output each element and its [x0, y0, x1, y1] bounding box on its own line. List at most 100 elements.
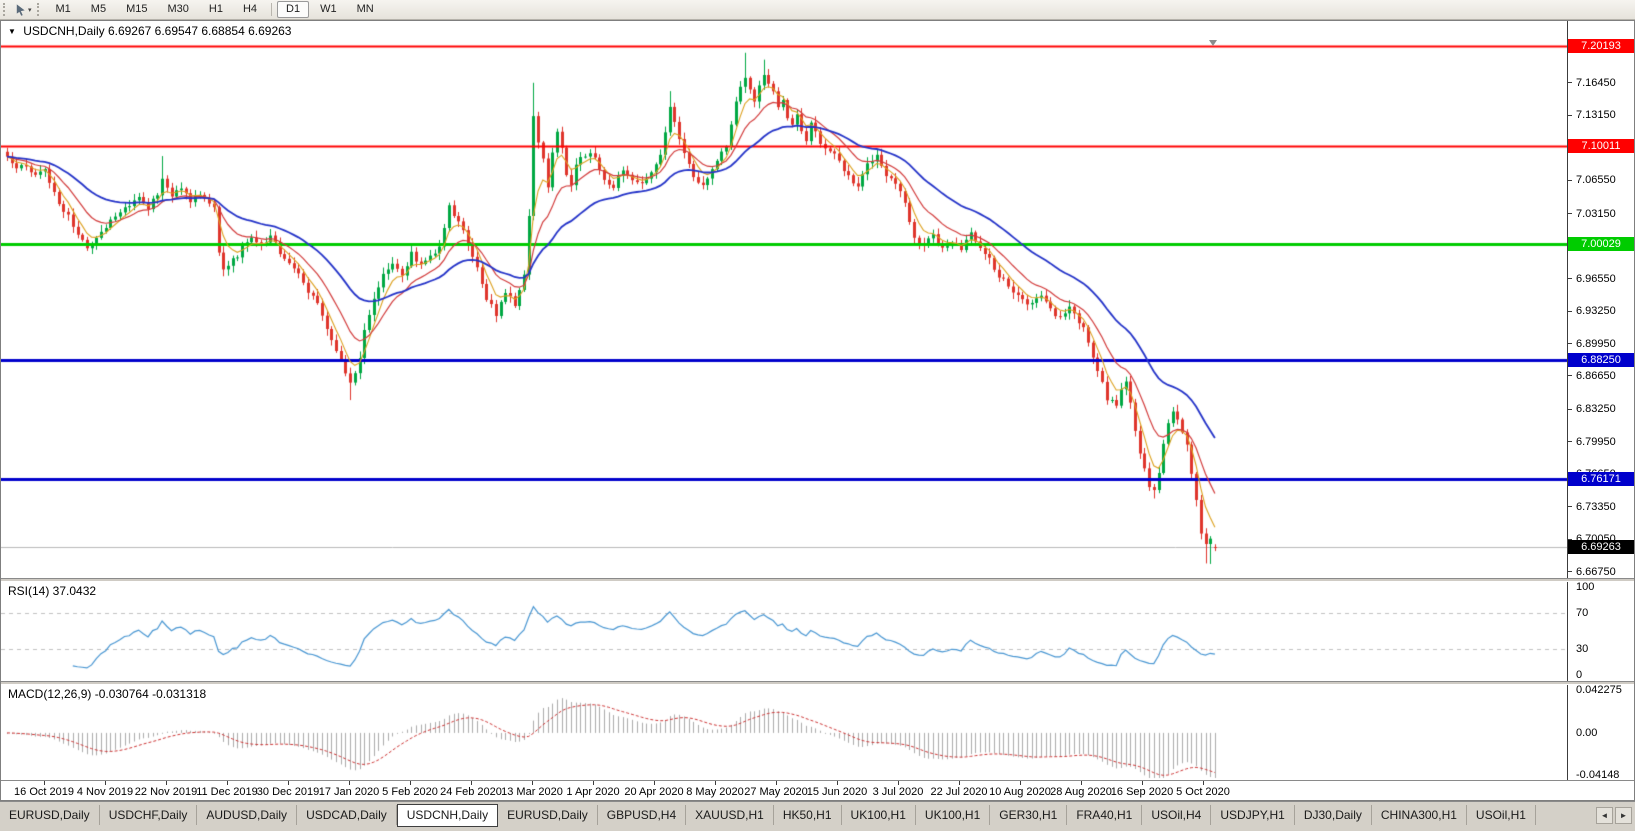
date-tick-mark [1203, 781, 1204, 785]
chart-tab-ger30-h1[interactable]: GER30,H1 [990, 805, 1068, 825]
date-label: 22 Nov 2019 [134, 786, 198, 798]
date-tick-mark [288, 781, 289, 785]
chart-tab-xauusd-h1[interactable]: XAUUSD,H1 [686, 805, 774, 825]
chart-tab-audusd-daily[interactable]: AUDUSD,Daily [197, 805, 298, 825]
date-label: 15 Jun 2020 [806, 786, 868, 798]
timeframe-toolbar-buttons: M1 M5 M15 M30 H1 H4 D1 W1 MN [46, 1, 384, 18]
timeframe-button-h4[interactable]: H4 [242, 3, 258, 15]
tab-scroll-left-button[interactable]: ◄ [1596, 807, 1613, 824]
date-tick-mark [776, 781, 777, 785]
price-tick-mark [1567, 539, 1572, 540]
date-label: 16 Oct 2019 [14, 786, 74, 798]
chart-title-dropdown-icon[interactable]: ▼ [8, 27, 16, 36]
chart-tab-eurusd-daily[interactable]: EURUSD,Daily [498, 805, 598, 825]
macd-label: MACD(12,26,9) -0.030764 -0.031318 [8, 687, 207, 701]
date-label: 1 Apr 2020 [566, 786, 620, 798]
date-label: 11 Dec 2019 [196, 786, 258, 798]
date-tick-mark [471, 781, 472, 785]
timeframe-button-m30[interactable]: M30 [167, 3, 189, 15]
date-axis[interactable]: 16 Oct 2019 4 Nov 2019 22 Nov 2019 11 Dec 2… [0, 781, 1567, 801]
panel-separator-rsi-macd[interactable] [1, 681, 1634, 685]
price-tick-label: 6.73350 [1576, 500, 1616, 513]
tool-dropdown-caret-icon[interactable]: ▾ [28, 6, 32, 14]
price-tick-label: 6.79950 [1576, 435, 1616, 448]
chart-tab-usdjpy-h1[interactable]: USDJPY,H1 [1211, 805, 1295, 825]
date-label: 24 Feb 2020 [440, 786, 502, 798]
toolbar-grip-2[interactable] [36, 3, 42, 16]
timeframe-button-m1[interactable]: M1 [55, 3, 71, 15]
price-tick-mark [1567, 571, 1572, 572]
price-line-label: 6.88250 [1568, 353, 1634, 368]
price-tick-mark [1567, 115, 1572, 116]
price-tick-label: 6.93250 [1576, 305, 1616, 318]
panel-separator-main-rsi[interactable] [1, 578, 1634, 582]
chart-tab-usdcnh-daily[interactable]: USDCNH,Daily [396, 804, 499, 827]
price-tick-mark [1567, 278, 1572, 279]
date-tick-mark [1020, 781, 1021, 785]
timeframe-button-m15[interactable]: M15 [126, 3, 148, 15]
price-tick-mark [1567, 506, 1572, 507]
timeframe-button-w1[interactable]: W1 [320, 3, 337, 15]
chart-tab-usoil-h1[interactable]: USOil,H1 [1467, 805, 1536, 825]
date-tick-mark [105, 781, 106, 785]
price-line-label: 7.00029 [1568, 237, 1634, 252]
chart-tab-china300-h1[interactable]: CHINA300,H1 [1372, 805, 1467, 825]
timeframe-group-separator [271, 3, 273, 16]
price-line-label: 7.20193 [1568, 38, 1634, 53]
chart-title-ohlc: 6.69267 6.69547 6.68854 6.69263 [107, 24, 292, 38]
price-tick-label: 6.66750 [1576, 565, 1616, 578]
date-tick-mark [44, 781, 45, 785]
price-tick-mark [1567, 441, 1572, 442]
chart-tab-usoil-h4[interactable]: USOil,H4 [1142, 805, 1212, 825]
rsi-canvas[interactable] [1, 582, 1567, 681]
price-tick-mark [1567, 343, 1572, 344]
price-tick-label: 7.13150 [1576, 109, 1616, 122]
chart-tab-uk100-h1[interactable]: UK100,H1 [842, 805, 916, 825]
top-toolbar: ▾ M1 M5 M15 M30 H1 H4 D1 W1 MN [0, 0, 1635, 20]
rsi-scale-label: 30 [1576, 642, 1589, 655]
date-tick-mark [593, 781, 594, 785]
date-tick-mark [1142, 781, 1143, 785]
price-tick-label: 7.03150 [1576, 207, 1616, 220]
chart-tab-hk50-h1[interactable]: HK50,H1 [774, 805, 842, 825]
macd-scale-label: -0.04148 [1576, 769, 1620, 781]
price-tick-label: 7.06550 [1576, 174, 1616, 187]
date-tick-mark [654, 781, 655, 785]
current-price-label: 6.69263 [1568, 540, 1634, 555]
chart-tab-bar-tabs: EURUSD,Daily USDCHF,Daily AUDUSD,Daily USDC… [0, 804, 1536, 827]
chart-tab-gbpusd-h4[interactable]: GBPUSD,H4 [598, 805, 687, 825]
date-tick-mark [898, 781, 899, 785]
date-tick-mark [532, 781, 533, 785]
date-tick-mark [227, 781, 228, 785]
chart-shift-marker-icon[interactable] [1209, 40, 1217, 46]
chart-tab-usdcad-daily[interactable]: USDCAD,Daily [297, 805, 397, 825]
chart-tab-bar: EURUSD,Daily USDCHF,Daily AUDUSD,Daily USDC… [0, 801, 1635, 831]
timeframe-button-h1[interactable]: H1 [208, 3, 223, 15]
date-label: 4 Nov 2019 [76, 786, 134, 798]
main-chart-canvas[interactable] [1, 38, 1567, 578]
date-tick-mark [349, 781, 350, 785]
price-tick-mark [1567, 180, 1572, 181]
date-label: 16 Sep 2020 [1110, 786, 1174, 798]
date-label: 20 Apr 2020 [624, 786, 684, 798]
date-label: 3 Jul 2020 [872, 786, 924, 798]
price-tick-mark [1567, 375, 1572, 376]
timeframe-button-d1[interactable]: D1 [277, 1, 310, 18]
chart-tab-eurusd-daily[interactable]: EURUSD,Daily [0, 805, 100, 825]
timeframe-button-mn[interactable]: MN [356, 3, 374, 15]
chart-tab-uk100-h1[interactable]: UK100,H1 [916, 805, 991, 825]
rsi-scale-label: 0 [1576, 669, 1583, 681]
chart-tab-usdchf-daily[interactable]: USDCHF,Daily [100, 805, 198, 825]
chart-tab-fra40-h1[interactable]: FRA40,H1 [1067, 805, 1143, 825]
price-line-label: 7.10011 [1568, 139, 1634, 154]
chart-title: ▼ USDCNH,Daily 6.69267 6.69547 6.68854 6… [8, 24, 291, 38]
toolbar-grip[interactable] [3, 3, 8, 16]
chart-tab-dj30-daily[interactable]: DJ30,Daily [1295, 805, 1372, 825]
price-tick-mark [1567, 409, 1572, 410]
macd-scale-label: 0.00 [1576, 726, 1598, 739]
cursor-tool-icon[interactable] [12, 2, 28, 17]
timeframe-button-m5[interactable]: M5 [90, 3, 107, 15]
price-scale[interactable]: 7.197507.164507.131507.098507.065507.031… [1567, 20, 1635, 801]
macd-canvas[interactable] [1, 685, 1567, 780]
tab-scroll-right-button[interactable]: ► [1615, 807, 1632, 824]
